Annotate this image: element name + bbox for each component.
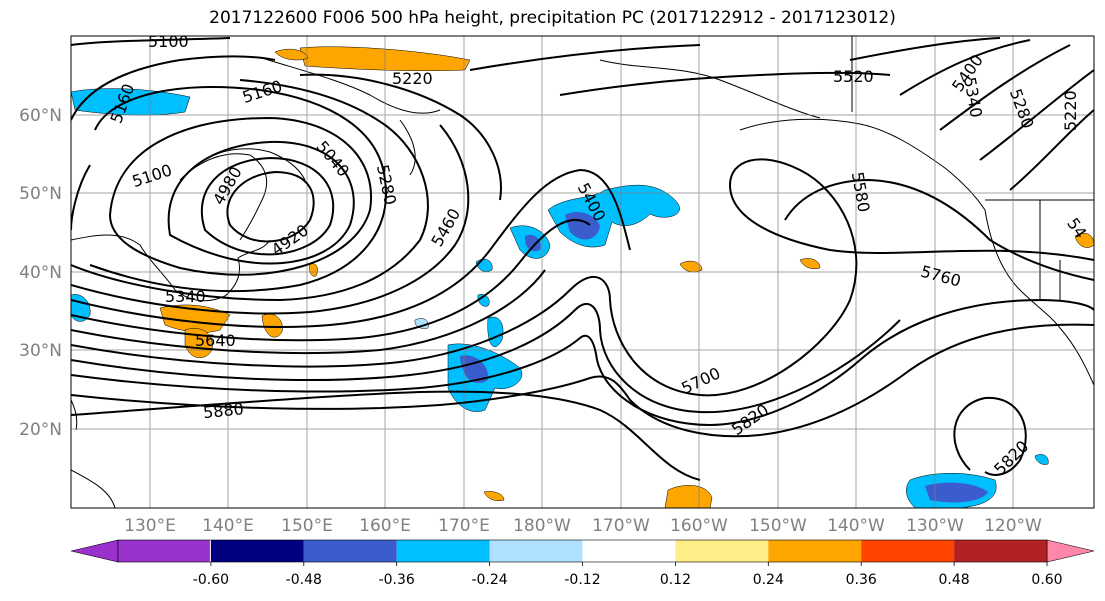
colorbar-block (303, 540, 397, 562)
precipitation-shading (71, 46, 1094, 508)
colorbar-block (582, 540, 676, 562)
contour-4920 (226, 170, 315, 243)
lon-label: 120°W (984, 516, 1042, 536)
contour-label: 5880 (202, 399, 244, 422)
contour-label: 5520 (833, 67, 874, 86)
lat-label: 40°N (19, 263, 62, 283)
lat-label: 50°N (19, 184, 62, 204)
contour-5160-top (71, 55, 276, 121)
lon-label: 160°E (359, 516, 411, 536)
contour-5580 (71, 158, 1094, 397)
contour-label: 5100 (148, 32, 189, 51)
longitude-labels: 130°E 140°E 150°E 160°E 170°E 180°W 170°… (124, 516, 1042, 536)
colorbar-block (861, 540, 955, 562)
colorbar-max-extension (1046, 539, 1095, 563)
lon-label: 150°W (749, 516, 807, 536)
contour-east-e (1009, 109, 1094, 191)
colorbar-block (954, 540, 1047, 562)
contour-east-g (469, 44, 701, 71)
contour-label: 5340 (165, 287, 206, 306)
map-title: 2017122600 F006 500 hPa height, precipit… (209, 8, 896, 28)
contour-east-a (849, 37, 1001, 61)
lon-label: 130°W (906, 516, 964, 536)
contour-5700 (71, 298, 1094, 427)
colorbar: -0.60 -0.48 -0.36 -0.24 -0.12 0.12 0.24 0.36 0.4… (70, 539, 1095, 588)
colorbar-block (675, 540, 769, 562)
coastlines (71, 36, 1094, 508)
contour-5460 (71, 219, 591, 342)
colorbar-tick-label: 0.24 (753, 572, 784, 588)
lon-label: 130°E (124, 516, 176, 536)
colorbar-tick-label: 0.36 (846, 572, 877, 588)
contour-5040 (167, 140, 355, 265)
colorbar-tick-label: -0.12 (564, 572, 600, 588)
colorbar-tick-label: -0.24 (471, 572, 507, 588)
contour-5160 (89, 85, 387, 293)
contour-4980 (200, 156, 335, 256)
lon-label: 150°E (281, 516, 333, 536)
lat-label: 20°N (19, 420, 62, 440)
lat-label: 30°N (19, 341, 62, 361)
colorbar-block (489, 540, 583, 562)
contour-east-d (979, 69, 1094, 161)
colorbar-tick-label: -0.36 (379, 572, 415, 588)
contour-east-b (899, 39, 1031, 96)
colorbar-tick-label: 0.60 (1031, 572, 1062, 588)
contour-label: 5220 (392, 69, 433, 88)
colorbar-tick-label: 0.48 (939, 572, 970, 588)
colorbar-block (118, 540, 210, 562)
contour-5400 (71, 168, 631, 328)
lon-label: 140°W (827, 516, 885, 536)
contour-5820-east (953, 396, 1027, 476)
contour-5100-top (71, 37, 231, 46)
colorbar-block (396, 540, 490, 562)
lon-label: 160°W (670, 516, 728, 536)
contour-5640 (71, 302, 901, 414)
colorbar-block (210, 540, 304, 562)
colorbar-tick-label: 0.12 (660, 572, 691, 588)
lon-label: 140°E (202, 516, 254, 536)
contour-5880 (71, 390, 701, 481)
lat-label: 60°N (19, 106, 62, 126)
contour-5520 (71, 269, 546, 355)
contour-5340 (71, 124, 470, 315)
contour-east-c (939, 44, 1071, 131)
colorbar-min-extension (70, 539, 119, 563)
contour-5100 (108, 116, 373, 276)
contour-5820 (71, 323, 1094, 438)
height-contours (71, 37, 1094, 481)
map-frame (70, 35, 1095, 509)
colorbar-tick-label: -0.48 (286, 572, 322, 588)
contour-5280 (71, 79, 429, 302)
colorbar-block (768, 540, 862, 562)
contour-east-f (559, 71, 891, 96)
latitude-labels: 60°N 50°N 40°N 30°N 20°N (19, 106, 62, 440)
contour-label: 5640 (195, 331, 236, 350)
lon-label: 170°W (592, 516, 650, 536)
colorbar-tick-label: -0.60 (193, 572, 229, 588)
lon-label: 170°E (438, 516, 490, 536)
contour-5760 (784, 178, 1094, 281)
lon-label: 180°W (513, 516, 571, 536)
contour-label: 5220 (1061, 90, 1080, 131)
